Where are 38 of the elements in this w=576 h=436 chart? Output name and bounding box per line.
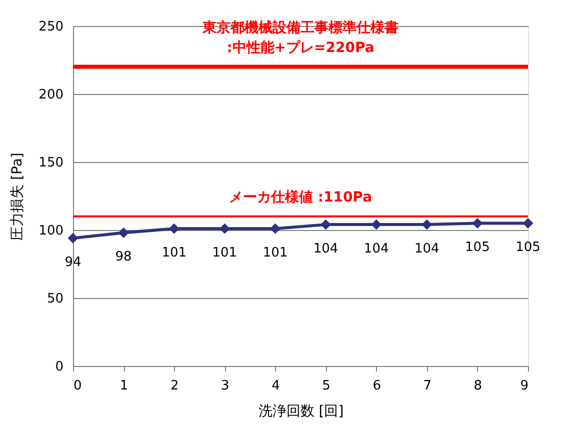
data-label: 105	[465, 240, 490, 256]
point	[522, 218, 534, 228]
x-tick-label: 2	[170, 378, 179, 394]
point	[219, 223, 230, 234]
data-label: 101	[262, 246, 288, 261]
y-tick-label: 50	[46, 292, 64, 306]
point	[68, 232, 78, 244]
x-tick-label: 9	[520, 378, 528, 394]
x-tick-label: 1	[120, 378, 128, 394]
data-label: 101	[162, 246, 187, 261]
data-label: 94	[64, 255, 82, 270]
y-tick-label: 150	[38, 156, 64, 170]
x-tick-label: 6	[372, 378, 381, 394]
data-label: 104	[313, 242, 338, 257]
y-tick-label: 200	[38, 88, 64, 102]
data-label: 104	[364, 242, 389, 257]
x-tick-label: 3	[221, 378, 230, 394]
x-axis-title: 洗浄回数 [回]	[258, 404, 344, 420]
ref-line-label: メーカ仕様値 :110Pa	[228, 189, 372, 206]
y-tick-label: 100	[38, 224, 64, 238]
point	[472, 218, 483, 228]
x-tick-label: 4	[272, 378, 280, 394]
x-tick-label: 8	[474, 378, 482, 394]
x-tick-label: 0	[74, 378, 82, 394]
point	[168, 223, 180, 234]
ref-line-label: 東京都機械設備工事標準仕様書 :中性能+プレ=220Pa	[202, 18, 398, 56]
y-axis-title: 圧力損失 [Pa]	[10, 152, 26, 240]
point	[422, 219, 432, 230]
point	[270, 223, 280, 234]
x-tick-label: 7	[423, 378, 432, 394]
point	[118, 227, 129, 238]
y-tick-label: 250	[38, 20, 64, 34]
data-label: 104	[414, 242, 440, 257]
y-tick-label: 0	[55, 360, 64, 374]
data-label: 105	[516, 240, 540, 256]
x-tick-label: 5	[322, 378, 330, 394]
data-label: 101	[212, 246, 238, 261]
data-label: 98	[115, 250, 132, 265]
